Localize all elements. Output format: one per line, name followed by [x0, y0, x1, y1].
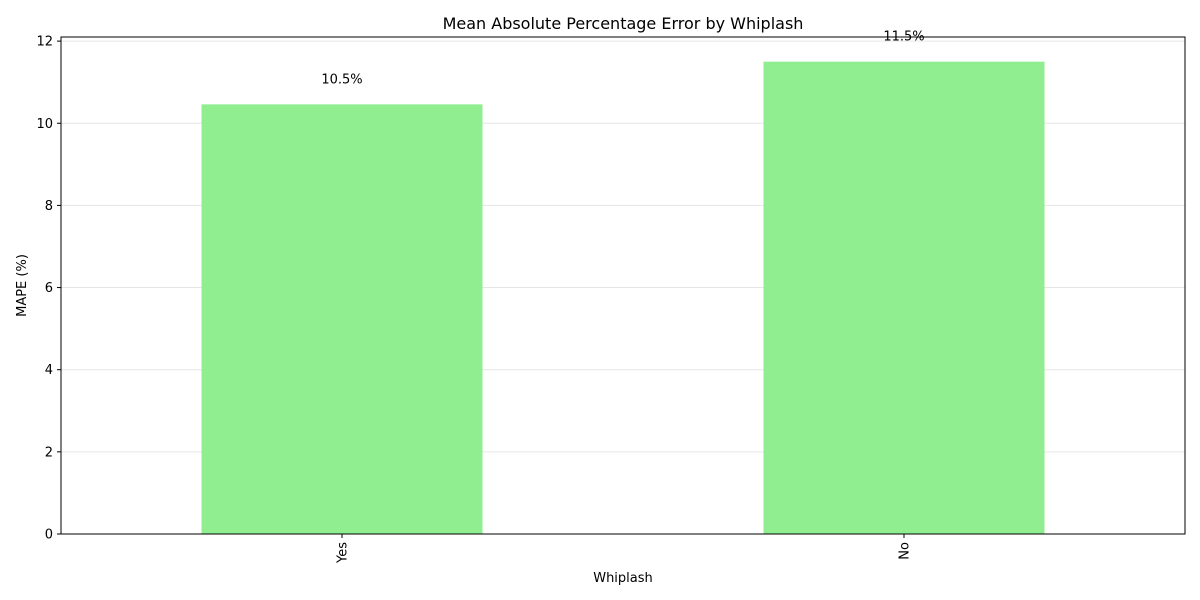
x-axis-ticks: Yes No [336, 534, 913, 564]
bars [201, 61, 1045, 535]
value-label: 10.5% [321, 72, 362, 87]
y-tick-label: 2 [45, 445, 53, 460]
y-tick-label: 10 [36, 117, 53, 132]
y-tick-label: 4 [45, 363, 53, 378]
y-tick-label: 12 [36, 35, 53, 50]
bar-yes [201, 104, 483, 534]
y-axis-label: MAPE (%) [15, 254, 30, 317]
bar-no [763, 61, 1045, 535]
y-tick-label: 6 [45, 281, 53, 296]
y-tick-label: 0 [45, 528, 53, 543]
x-axis-label: Whiplash [593, 571, 653, 586]
y-tick-label: 8 [45, 199, 53, 214]
x-tick-label: No [898, 542, 913, 560]
chart-title: Mean Absolute Percentage Error by Whipla… [443, 14, 804, 33]
x-tick-label: Yes [336, 542, 351, 564]
y-axis-ticks: 0 2 4 6 8 10 12 [36, 35, 61, 543]
plot-frame [60, 36, 1186, 535]
